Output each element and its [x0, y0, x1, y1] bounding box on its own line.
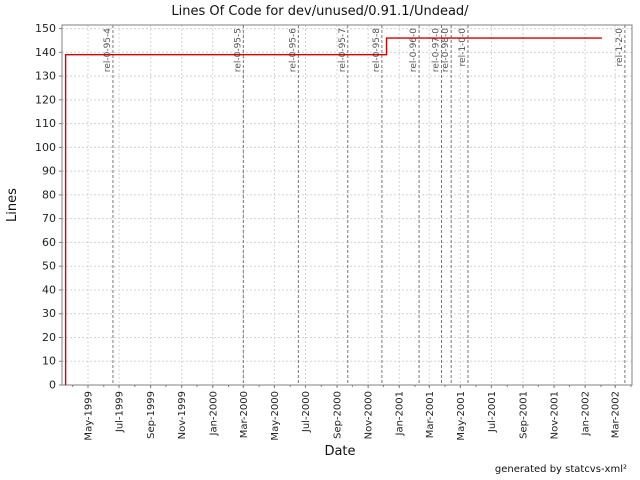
x-tick-label: Nov-2001 [550, 391, 561, 439]
y-tick-label: 120 [35, 93, 56, 106]
x-tick-label: Nov-2000 [364, 391, 375, 439]
y-tick-label: 60 [42, 236, 56, 249]
x-tick-label: Jan-2001 [395, 391, 406, 436]
tag-label: rel-1-2-0 [615, 28, 625, 67]
plot-area [61, 24, 633, 386]
y-tick-label: 110 [35, 117, 56, 130]
chart-title: Lines Of Code for dev/unused/0.91.1/Unde… [171, 4, 469, 19]
x-tick-label: Jan-2002 [581, 391, 592, 436]
x-tick-label: Mar-2000 [239, 391, 250, 438]
x-tick-label: Jul-1999 [115, 391, 126, 433]
x-tick-label: Mar-2001 [425, 391, 436, 438]
x-tick-label: Jul-2001 [487, 391, 498, 433]
x-axis-label: Date [324, 444, 355, 459]
y-tick-label: 0 [49, 379, 56, 392]
tag-label: rel-0-95-5 [233, 28, 243, 72]
y-tick-label: 10 [42, 355, 56, 368]
tag-label: rel-0-95-4 [103, 28, 113, 72]
y-tick-label: 100 [35, 141, 56, 154]
x-tick-label: Sep-2001 [518, 391, 529, 439]
y-tick-label: 150 [35, 22, 56, 35]
y-tick-label: 130 [35, 70, 56, 83]
x-tick-label: Sep-1999 [146, 391, 157, 439]
footer-credit: generated by statcvs-xml² [495, 464, 627, 475]
x-tick-label: Sep-2000 [333, 391, 344, 439]
y-tick-label: 50 [42, 260, 56, 273]
y-tick-label: 40 [42, 283, 56, 296]
y-tick-label: 30 [42, 307, 56, 320]
y-tick-label: 70 [42, 212, 56, 225]
tag-label: rel-0-97-0 [431, 28, 441, 72]
release-tag-markers: rel-0-95-4 rel-0-95-5 rel-0-95-6 rel-0-95-7… [103, 25, 626, 385]
axes: 0 10 20 30 40 50 60 70 80 90 100 110 120 130 140 150 May… [35, 22, 632, 441]
tag-label: rel-0-98-0 [441, 28, 451, 72]
y-tick-label: 80 [42, 188, 56, 201]
y-tick-label: 140 [35, 46, 56, 59]
tag-label: rel-0-95-6 [288, 28, 298, 72]
loc-series [64, 37, 602, 385]
x-tick-label: May-2000 [270, 391, 281, 441]
gridlines [62, 25, 632, 385]
x-tick-label: May-2001 [456, 391, 467, 441]
x-tick-label: May-1999 [83, 391, 94, 441]
y-axis-label: Lines [5, 188, 20, 222]
tag-label: rel-0-95-7 [338, 28, 348, 72]
y-tick-label: 20 [42, 331, 56, 344]
x-tick-label: Jan-2000 [208, 391, 219, 436]
tag-label: rel-0-96-0 [409, 28, 419, 72]
tag-label: rel-0-95-8 [372, 28, 382, 72]
tag-label: rel-1-0-0 [458, 28, 468, 67]
x-tick-label: Jul-2000 [301, 391, 312, 433]
loc-step-line [64, 37, 602, 385]
x-tick-label: Mar-2002 [611, 391, 622, 438]
x-tick-label: Nov-1999 [177, 391, 188, 439]
y-tick-label: 90 [42, 165, 56, 178]
